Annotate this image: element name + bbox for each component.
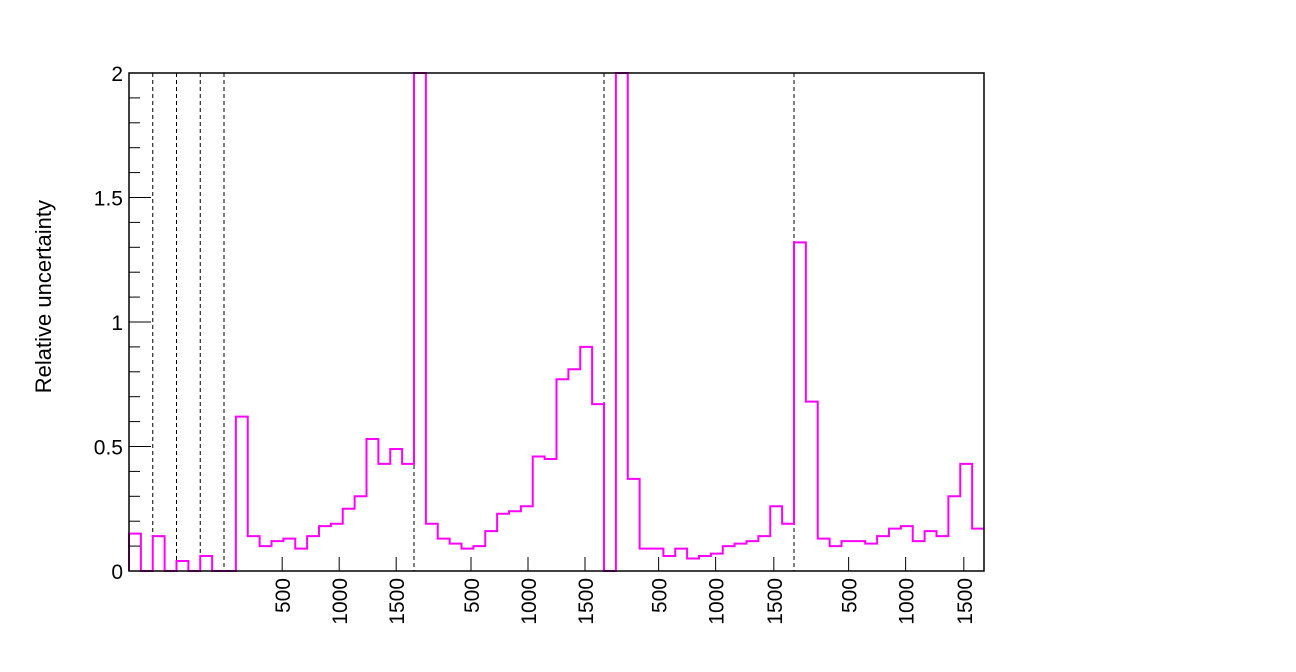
separator-lines bbox=[152, 73, 795, 571]
x-tick-label: 1000 bbox=[896, 578, 919, 625]
x-tick-label: 500 bbox=[272, 578, 295, 613]
x-axis: 500 1000 1500 500 1000 1500 500 1000 1500 500 1000… bbox=[272, 557, 977, 625]
y-axis: 0 0.5 1 1.5 2 bbox=[94, 63, 151, 584]
y-tick-label: 1 bbox=[111, 312, 123, 335]
plot-frame bbox=[128, 72, 985, 572]
x-tick-label: 500 bbox=[461, 578, 484, 613]
x-tick-label: 1500 bbox=[575, 578, 598, 625]
series-line bbox=[128, 72, 984, 572]
x-tick-label: 1000 bbox=[329, 578, 352, 625]
y-tick-label: 0 bbox=[111, 561, 123, 584]
y-tick-label: 2 bbox=[111, 63, 123, 86]
y-tick-label: 0.5 bbox=[94, 437, 123, 460]
x-tick-label: 1500 bbox=[954, 578, 977, 625]
x-tick-label: 1500 bbox=[386, 578, 409, 625]
x-tick-label: 500 bbox=[839, 578, 862, 613]
y-tick-label: 1.5 bbox=[94, 188, 123, 211]
x-tick-label: 1000 bbox=[518, 578, 541, 625]
histogram-series bbox=[128, 72, 984, 572]
y-axis-title: Relative uncertainty bbox=[31, 200, 56, 393]
x-tick-label: 1500 bbox=[764, 578, 787, 625]
x-tick-label: 1000 bbox=[706, 578, 729, 625]
x-tick-label: 500 bbox=[649, 578, 672, 613]
